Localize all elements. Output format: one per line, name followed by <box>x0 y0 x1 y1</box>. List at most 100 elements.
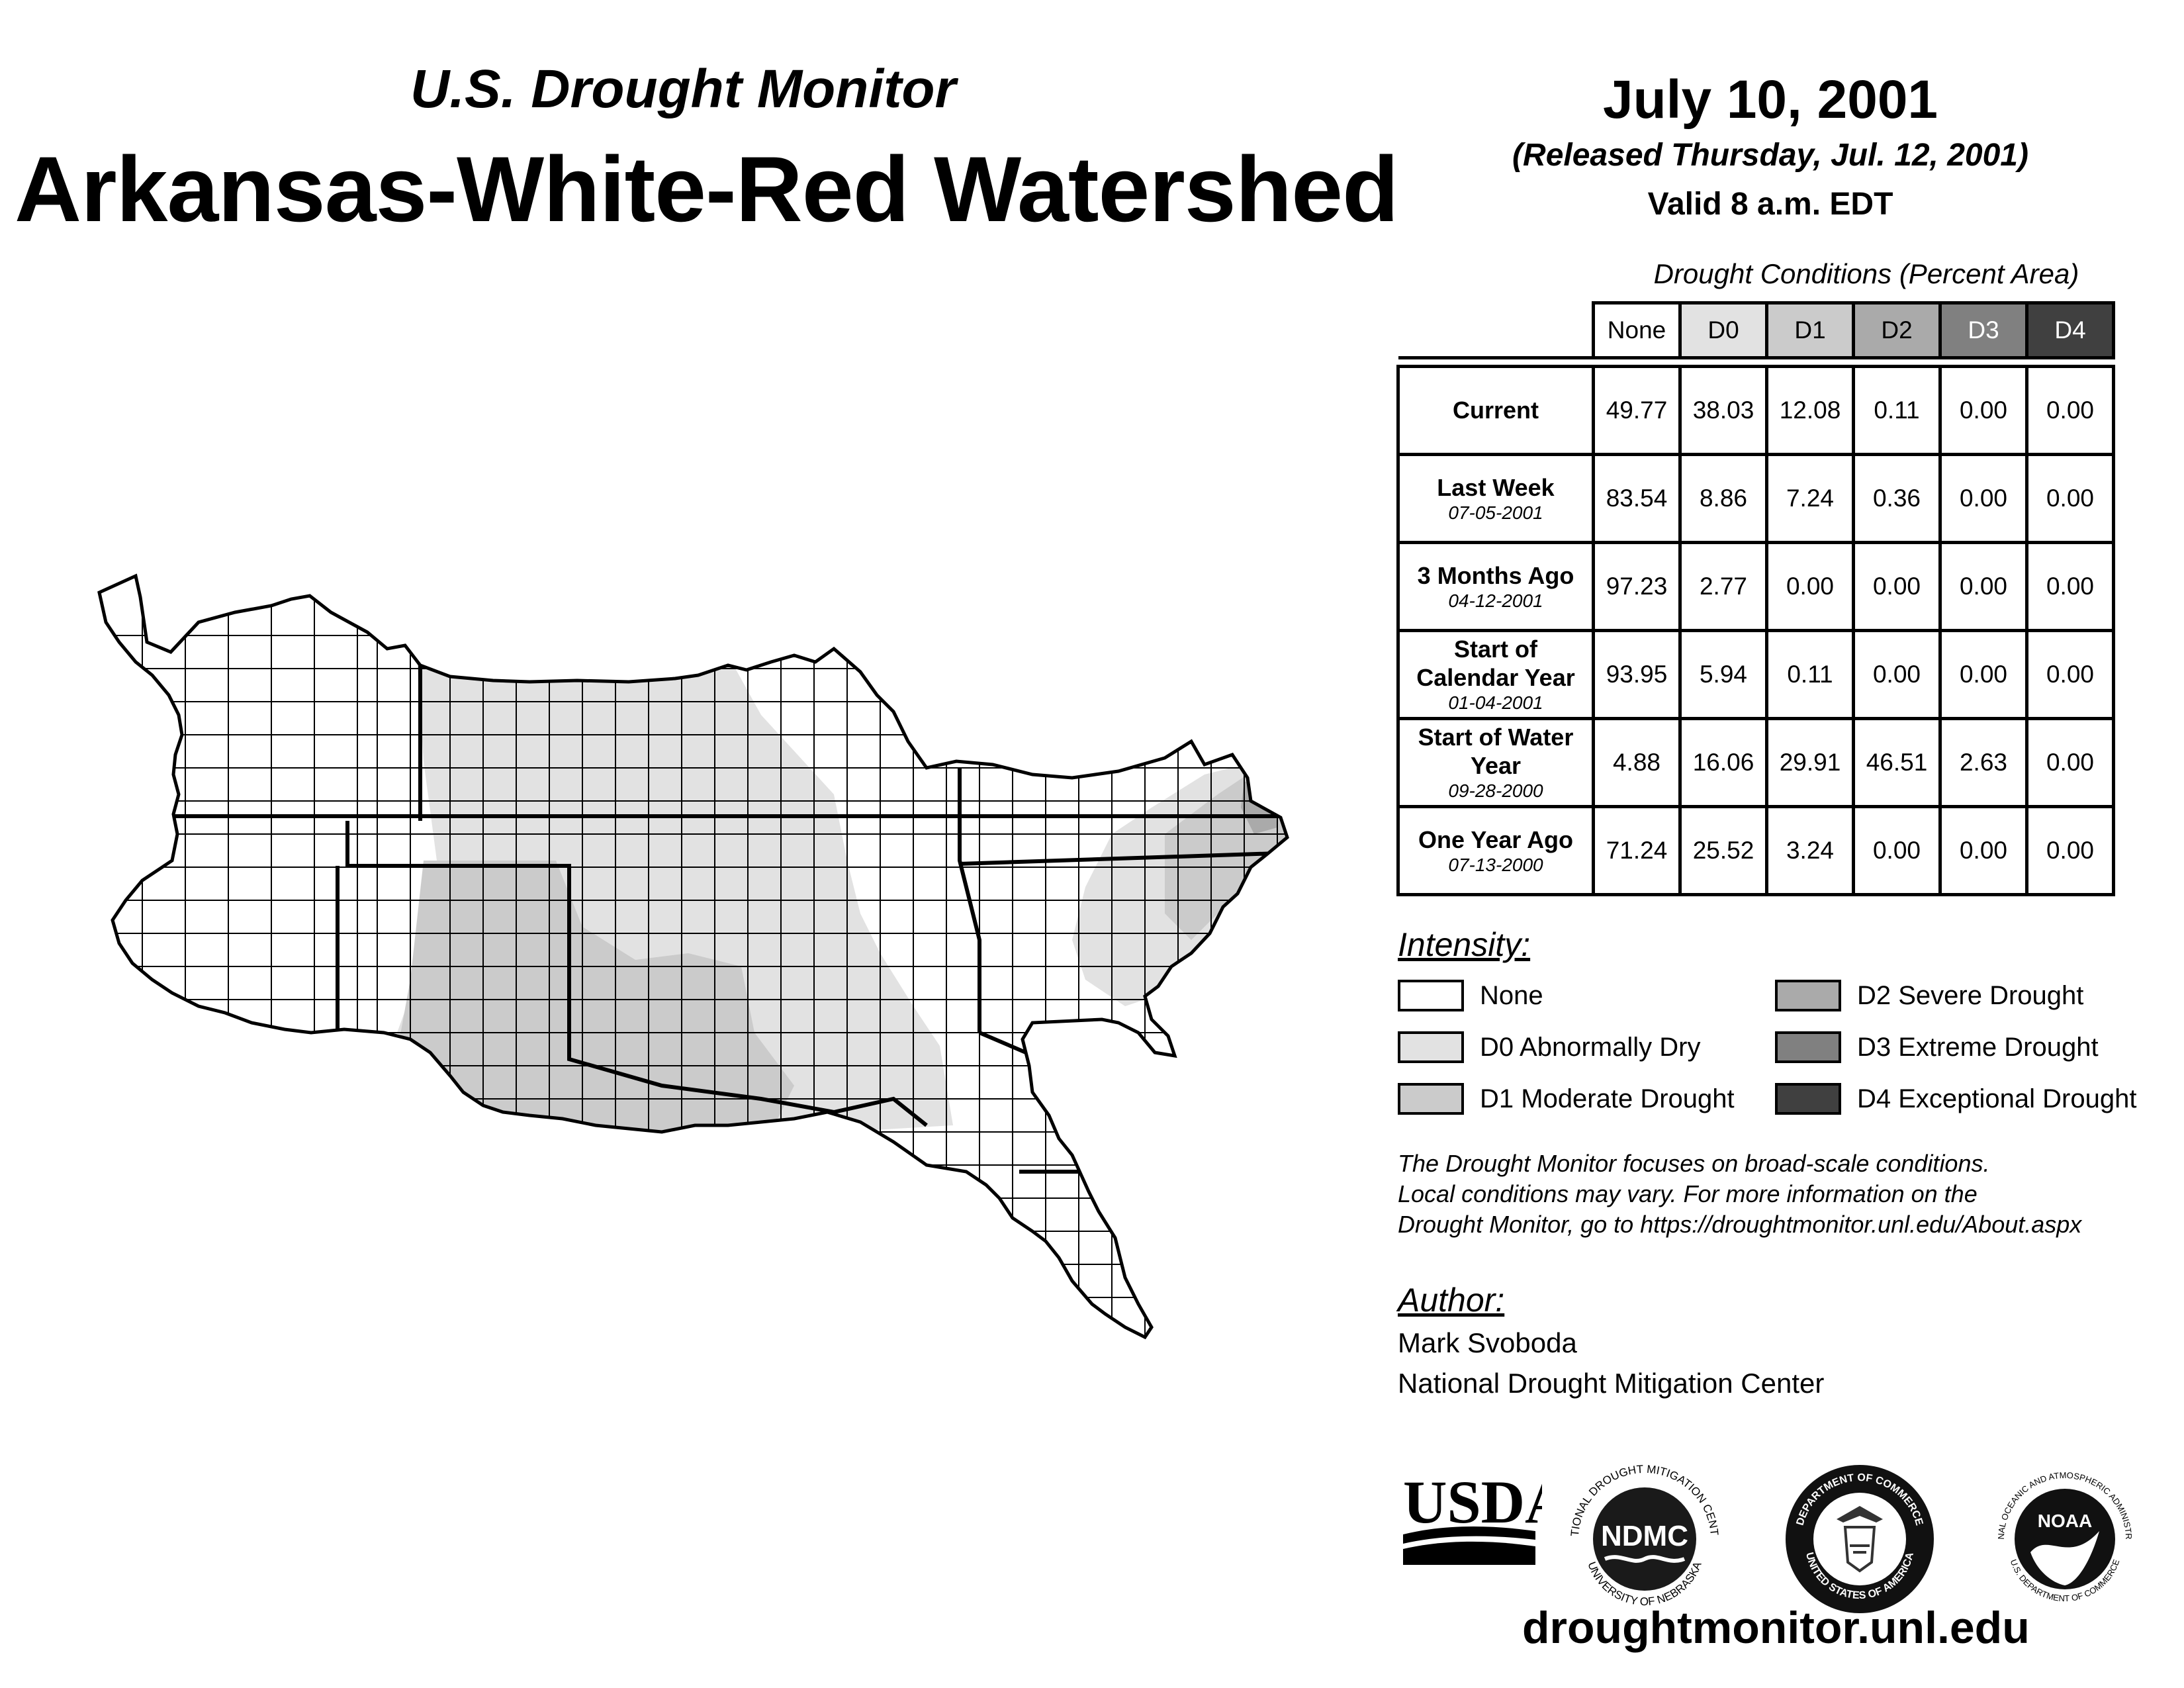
row-date: 07-13-2000 <box>1448 854 1543 875</box>
table-cell: 97.23 <box>1592 541 1682 632</box>
table-cell: 2.63 <box>1938 717 2028 808</box>
table-cell: 0.00 <box>1938 541 2028 632</box>
map-title: Arkansas-White-Red Watershed <box>15 137 1399 241</box>
table-cell: 0.00 <box>1938 453 2028 544</box>
table-cell: 29.91 <box>1765 717 1855 808</box>
row-label-text: Last Week <box>1437 473 1555 501</box>
row-label-text: Start of Water Year <box>1418 724 1574 780</box>
table-cell: 8.86 <box>1678 453 1768 544</box>
column-header: D1 <box>1765 301 1855 359</box>
table-cell: 0.00 <box>1938 805 2028 896</box>
legend-label: D1 Moderate Drought <box>1480 1084 1735 1113</box>
map-subtitle: U.S. Drought Monitor <box>410 59 956 119</box>
legend-label: None <box>1480 980 1543 1010</box>
table-cell: 0.00 <box>2025 365 2115 456</box>
table-cell: 38.03 <box>1678 365 1768 456</box>
table-corner <box>1398 303 1595 359</box>
table-cell: 5.94 <box>1678 629 1768 720</box>
note-line: Drought Monitor, go to https://droughtmo… <box>1398 1211 2082 1238</box>
legend-swatch <box>1398 1083 1464 1115</box>
disclaimer-note: The Drought Monitor focuses on broad-sca… <box>1398 1149 2081 1240</box>
legend-swatch <box>1775 1031 1841 1063</box>
table-cell: 7.24 <box>1765 453 1855 544</box>
table-cell: 0.00 <box>1938 629 2028 720</box>
table-cell: 46.51 <box>1852 717 1942 808</box>
doc-seal-logo: DEPARTMENT OF COMMERCE UNITED STATES OF … <box>1786 1465 1934 1613</box>
usda-logo: USDA <box>1403 1468 1542 1565</box>
release-date: (Released Thursday, Jul. 12, 2001) <box>1512 138 2028 173</box>
legend-label: D4 Exceptional Drought <box>1857 1084 2137 1113</box>
legend-swatch <box>1775 980 1841 1011</box>
table-cell: 25.52 <box>1678 805 1768 896</box>
table-cell: 93.95 <box>1592 629 1682 720</box>
author-heading: Author: <box>1398 1282 1505 1319</box>
table-cell: 0.11 <box>1765 629 1855 720</box>
table-header-row: None D0 D1 D2 D3 D4 <box>1398 301 2115 359</box>
website-url[interactable]: droughtmonitor.unl.edu <box>1522 1603 2030 1653</box>
table-cell: 12.08 <box>1765 365 1855 456</box>
column-header: None <box>1592 301 1682 359</box>
row-date: 04-12-2001 <box>1448 590 1543 611</box>
table-row: Start of Water Year 09-28-2000 4.88 16.06 29… <box>1396 717 2115 808</box>
drought-conditions-table: None D0 D1 D2 D3 D4 Current 49.77 38.03 12.… <box>1396 301 2115 896</box>
table-cell: 0.11 <box>1852 365 1942 456</box>
ndmc-logo-text: NDMC <box>1601 1520 1688 1552</box>
table-cell: 49.77 <box>1592 365 1682 456</box>
row-label-text: 3 Months Ago <box>1417 561 1574 589</box>
table-cell: 0.00 <box>1852 805 1942 896</box>
row-label-text: One Year Ago <box>1418 825 1574 853</box>
table-cell: 3.24 <box>1765 805 1855 896</box>
table-title: Drought Conditions (Percent Area) <box>1653 258 2079 289</box>
table-cell: 4.88 <box>1592 717 1682 808</box>
basin-outline <box>97 573 1289 1340</box>
column-header: D3 <box>1938 301 2028 359</box>
table-cell: 16.06 <box>1678 717 1768 808</box>
noaa-logo: NATIONAL OCEANIC AND ATMOSPHERIC ADMINIS… <box>1979 1453 2134 1603</box>
column-header: D0 <box>1678 301 1768 359</box>
table-row: One Year Ago 07-13-2000 71.24 25.52 3.24 0.00… <box>1396 805 2115 896</box>
table-row: Last Week 07-05-2001 83.54 8.86 7.24 0.36 0.00… <box>1396 453 2115 544</box>
legend-label: D3 Extreme Drought <box>1857 1032 2099 1062</box>
table-cell: 0.00 <box>1852 541 1942 632</box>
table-cell: 0.00 <box>2025 453 2115 544</box>
table-cell: 0.00 <box>2025 629 2115 720</box>
legend-title: Intensity: <box>1398 926 1531 963</box>
table-cell: 0.00 <box>1938 365 2028 456</box>
table-row: Start of Calendar Year 01-04-2001 93.95 5.9… <box>1396 629 2115 720</box>
legend-swatch <box>1398 1031 1464 1063</box>
row-label: One Year Ago 07-13-2000 <box>1396 805 1595 896</box>
row-label: Current <box>1396 365 1595 456</box>
row-label-text: Start of Calendar Year <box>1416 635 1575 692</box>
legend-swatch <box>1398 980 1464 1011</box>
table-cell: 83.54 <box>1592 453 1682 544</box>
legend-label: D2 Severe Drought <box>1857 980 2084 1010</box>
ndmc-logo: NATIONAL DROUGHT MITIGATION CENTER UNIVE… <box>1559 1453 1721 1608</box>
table-cell: 0.36 <box>1852 453 1942 544</box>
row-label: Start of Calendar Year 01-04-2001 <box>1396 629 1595 720</box>
row-date: 09-28-2000 <box>1448 780 1543 802</box>
noaa-logo-text: NOAA <box>2038 1511 2092 1531</box>
legend-item: D1 Moderate Drought <box>1398 1083 1735 1115</box>
row-label-text: Current <box>1452 397 1539 424</box>
table-cell: 0.00 <box>1765 541 1855 632</box>
legend-item: D2 Severe Drought <box>1775 980 2083 1011</box>
legend-item: D3 Extreme Drought <box>1775 1031 2099 1063</box>
legend-item: None <box>1398 980 1543 1011</box>
author-organization: National Drought Mitigation Center <box>1398 1368 1825 1399</box>
row-label: 3 Months Ago 04-12-2001 <box>1396 541 1595 632</box>
table-cell: 0.00 <box>2025 805 2115 896</box>
table-cell: 71.24 <box>1592 805 1682 896</box>
table-cell: 0.00 <box>1852 629 1942 720</box>
row-label: Start of Water Year 09-28-2000 <box>1396 717 1595 808</box>
column-header: D4 <box>2025 301 2115 359</box>
table-cell: 2.77 <box>1678 541 1768 632</box>
row-label: Last Week 07-05-2001 <box>1396 453 1595 544</box>
note-line: Local conditions may vary. For more info… <box>1398 1180 1978 1207</box>
legend-swatch <box>1775 1083 1841 1115</box>
table-row: 3 Months Ago 04-12-2001 97.23 2.77 0.00 0.00 0… <box>1396 541 2115 632</box>
row-date: 07-05-2001 <box>1448 502 1543 523</box>
table-cell: 0.00 <box>2025 717 2115 808</box>
legend-label: D0 Abnormally Dry <box>1480 1032 1701 1062</box>
map-date: July 10, 2001 <box>1602 70 1938 130</box>
watershed-map <box>97 573 1289 1340</box>
